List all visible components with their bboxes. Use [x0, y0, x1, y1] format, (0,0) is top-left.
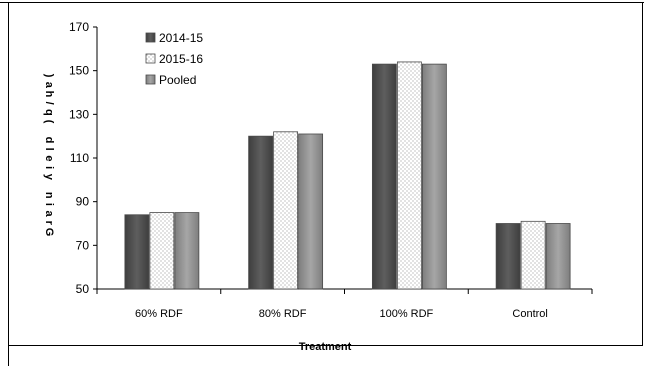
legend: 2014-15 2015-16 Pooled	[145, 31, 203, 87]
y-axis-title-char: /	[43, 102, 55, 105]
x-tick-label: 60% RDF	[135, 308, 183, 320]
bar-2015-16-100rdf	[396, 61, 422, 290]
bar-2014-15-control	[495, 223, 521, 290]
x-tick-label: Control	[512, 308, 547, 320]
bar-pooled-control	[545, 223, 571, 290]
bar-2014-15-100rdf	[371, 63, 397, 290]
x-tick-label: 100% RDF	[379, 308, 433, 320]
y-axis-title-char: )	[43, 74, 55, 78]
frame-top-border	[0, 2, 644, 3]
frame-left-border	[8, 2, 9, 366]
y-tick-label: 130	[69, 107, 89, 121]
bar-2014-15-60rdf	[124, 214, 150, 290]
frame-bottom-border	[8, 345, 643, 346]
legend-swatch	[145, 74, 156, 85]
bars-group	[124, 61, 571, 290]
y-tick-label: 50	[76, 282, 90, 296]
bar-pooled-80rdf	[298, 133, 324, 290]
y-tick-label: 110	[70, 151, 89, 165]
legend-swatch	[145, 32, 156, 43]
y-axis-title-char: h	[43, 91, 55, 98]
bar-2014-15-80rdf	[248, 135, 274, 290]
bar-2015-16-60rdf	[149, 212, 175, 290]
y-axis-title-char: e	[43, 155, 55, 161]
y-axis-title-char: a	[43, 211, 55, 218]
legend-label: Pooled	[159, 73, 196, 87]
bar-pooled-60rdf	[174, 212, 200, 290]
y-axis-title-char: r	[43, 221, 55, 226]
y-tick-label: 150	[69, 64, 89, 78]
bar-2015-16-control	[520, 220, 546, 290]
y-axis-title-char: (	[43, 120, 55, 124]
frame-right-border	[642, 2, 643, 346]
y-tick-label: 70	[76, 238, 90, 252]
x-tick-label: 80% RDF	[259, 308, 307, 320]
legend-swatch	[145, 53, 156, 64]
y-axis-title-char: l	[43, 148, 55, 151]
y-axis-title-char: q	[43, 109, 55, 116]
y-axis-title-char: n	[43, 192, 55, 199]
x-axis-title: Treatment	[299, 341, 352, 353]
y-axis-title-char: i	[43, 203, 55, 206]
bar-pooled-100rdf	[421, 63, 447, 290]
axes: 50 70 90 110 130 150 170 60% RDF 80% RDF 100% RDF…	[43, 20, 593, 320]
legend-label: 2015-16	[159, 52, 203, 66]
y-tick-label: 170	[69, 20, 89, 34]
y-axis-title-char: a	[43, 82, 55, 89]
y-tick-label: 90	[76, 195, 90, 209]
y-axis-title-char: i	[43, 166, 55, 169]
y-axis-title-char: y	[43, 174, 55, 181]
y-axis-title-char: G	[43, 228, 55, 237]
bar-2015-16-80rdf	[273, 131, 299, 290]
y-axis-title-char: d	[43, 137, 55, 144]
legend-label: 2014-15	[159, 31, 203, 45]
